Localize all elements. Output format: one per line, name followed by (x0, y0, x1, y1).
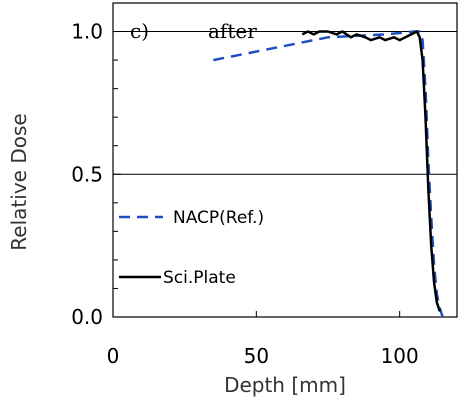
y-tick-label: 1.0 (71, 20, 103, 44)
plot-frame (112, 2, 458, 318)
legend-label-sciplate: Sci.Plate (163, 268, 236, 288)
y-axis-title: Relative Dose (7, 113, 31, 250)
x-axis-title: Depth [mm] (224, 373, 346, 397)
reference-lines (113, 31, 457, 175)
y-tick-label: 0.0 (71, 305, 103, 329)
panel-label: c) (130, 19, 149, 43)
x-tick-label: 100 (381, 344, 419, 368)
legend-label-nacp: NACP(Ref.) (173, 208, 264, 228)
annotation-after: after (208, 19, 257, 43)
legend: NACP(Ref.) Sci.Plate (119, 208, 264, 288)
y-tick-label: 0.5 (71, 162, 103, 186)
series-layer (213, 30, 444, 318)
series-line-sciplate (301, 30, 441, 312)
x-axis-ticks: 0 50 100 (107, 311, 419, 368)
x-tick-label: 0 (107, 344, 120, 368)
y-axis-ticks: 0.0 0.5 1.0 (71, 2, 121, 329)
x-tick-label: 50 (244, 344, 269, 368)
